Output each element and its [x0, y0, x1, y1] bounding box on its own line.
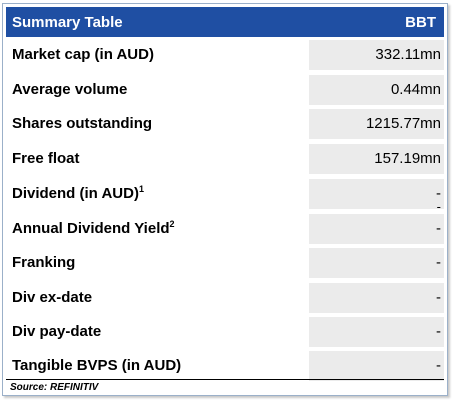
row-label: Dividend (in AUD)1	[12, 184, 144, 203]
table-row: Div ex-date -	[6, 283, 444, 313]
row-value: -	[309, 179, 444, 209]
table-row: Market cap (in AUD) 332.11mn	[6, 40, 444, 70]
row-label: Div ex-date	[12, 289, 93, 306]
table-header: Summary Table BBT	[6, 7, 444, 37]
row-label: Free float	[12, 150, 80, 167]
table-row: Div pay-date -	[6, 317, 444, 347]
row-value: -	[309, 317, 444, 347]
row-label: Market cap (in AUD)	[12, 46, 154, 63]
row-value: -	[309, 351, 444, 381]
row-value: 1215.77mn	[309, 109, 444, 139]
source-note: Source: REFINITIV	[6, 379, 444, 393]
table-row: Shares outstanding 1215.77mn	[6, 109, 444, 139]
footnote-marker: 2	[169, 219, 175, 229]
row-value: -	[309, 214, 444, 244]
row-value: 332.11mn	[309, 40, 444, 70]
row-label: Annual Dividend Yield2	[12, 219, 175, 238]
row-label: Div pay-date	[12, 323, 102, 340]
table-row: Free float 157.19mn	[6, 144, 444, 174]
summary-table: Summary Table BBT Market cap (in AUD) 33…	[2, 3, 448, 396]
row-value: 0.44mn	[309, 75, 444, 105]
row-label: Franking	[12, 254, 76, 271]
row-label: Average volume	[12, 81, 128, 98]
table-row: Annual Dividend Yield2 -	[6, 214, 444, 244]
row-label: Tangible BVPS (in AUD)	[12, 357, 182, 374]
table-title: Summary Table	[12, 14, 123, 31]
ticker-label: BBT	[405, 14, 436, 31]
row-label: Shares outstanding	[12, 115, 153, 132]
table-row: Dividend (in AUD)1 - -	[6, 179, 444, 214]
table-row: Average volume 0.44mn	[6, 75, 444, 105]
row-extra-value: -	[436, 199, 441, 214]
row-value: -	[309, 283, 444, 313]
table-row: Franking -	[6, 248, 444, 278]
row-value: 157.19mn	[309, 144, 444, 174]
row-value: -	[309, 248, 444, 278]
table-row: Tangible BVPS (in AUD) -	[6, 351, 444, 381]
footnote-marker: 1	[138, 184, 144, 194]
